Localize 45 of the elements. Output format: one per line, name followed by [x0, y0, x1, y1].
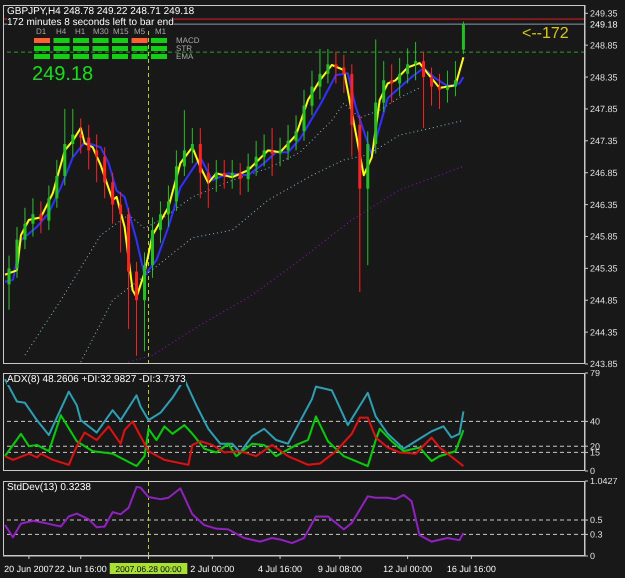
annotation: M15 [113, 27, 129, 36]
annotation: M5 [134, 27, 146, 36]
y-tick-label: 243.85 [590, 359, 618, 370]
annotation: STR [176, 44, 192, 53]
annotation: H4 [56, 27, 66, 36]
chart-title: GBPJPY,H4 248.78 249.22 248.71 249.18 [7, 6, 194, 17]
y-tick-label: 246.85 [590, 168, 618, 178]
y-tick-label: 0.3 [590, 530, 603, 540]
chart-title: StdDev(13) 0.3238 [7, 482, 91, 493]
ref-line-label: 249.18 [590, 19, 618, 30]
x-tick-label: 2 Jul 00:00 [190, 564, 234, 574]
y-tick-label: 249.35 [590, 8, 618, 18]
y-tick-label: 0 [590, 466, 596, 476]
x-tick-label: 22 Jun 16:00 [54, 564, 107, 574]
annotation: EMA [176, 52, 194, 61]
annotation: H1 [75, 27, 86, 36]
x-tick-label: 4 Jul 16:00 [258, 564, 302, 574]
y-tick-label: 245.85 [590, 232, 618, 242]
annotation: 249.18 [32, 63, 94, 85]
x-tick-label: 12 Jul 00:00 [383, 564, 432, 574]
annotation: D1 [36, 27, 46, 36]
y-tick-label: 0.5 [590, 515, 603, 526]
x-tick-label: 20 Jun 2007 [4, 564, 54, 574]
y-tick-label: 244.35 [590, 327, 618, 338]
y-tick-label: 244.85 [590, 295, 618, 306]
y-tick-label: 79 [590, 368, 600, 378]
y-tick-label: 0 [590, 551, 596, 562]
x-tick-label: 2007.06.28 00:00 [115, 564, 182, 574]
y-tick-label: 247.35 [590, 136, 618, 146]
chart-title: ADX(8) 48.2606 +DI:32.9827 -DI:3.7373 [7, 374, 186, 385]
y-tick-label: 245.35 [590, 264, 618, 274]
y-tick-label: 40 [590, 416, 600, 427]
x-tick-label: 9 Jul 08:00 [318, 564, 362, 574]
y-tick-label: 248.35 [590, 72, 618, 82]
text: 172 minutes 8 seconds left to bar end [7, 17, 174, 28]
x-tick-label: 16 Jul 16:00 [446, 564, 496, 574]
y-tick-label: 248.85 [590, 40, 618, 50]
annotation: MACD [176, 36, 200, 45]
annotation: M30 [93, 27, 109, 36]
y-tick-label: 247.85 [590, 104, 618, 114]
y-tick-label: 1.0427 [590, 476, 618, 486]
y-tick-label: 246.35 [590, 200, 618, 210]
annotation: M1 [155, 27, 166, 36]
y-tick-label: 15 [590, 448, 600, 458]
annotation: <--172 [522, 25, 569, 42]
